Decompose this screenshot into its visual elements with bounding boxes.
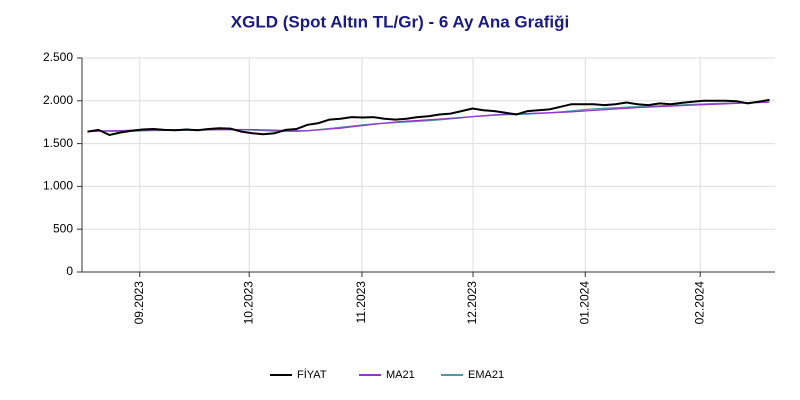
- x-tick-label: 09.2023: [132, 281, 146, 325]
- y-tick-label: 1.500: [43, 136, 73, 150]
- legend-label: EMA21: [468, 369, 504, 381]
- y-tick-label: 2.000: [43, 93, 73, 107]
- y-tick-label: 2.500: [43, 50, 73, 64]
- y-tick-label: 0: [66, 264, 73, 278]
- x-tick-label: 01.2024: [577, 281, 591, 325]
- legend-label: FİYAT: [297, 368, 327, 381]
- x-tick-label: 02.2024: [692, 281, 706, 325]
- x-tick-label: 12.2023: [465, 281, 479, 325]
- y-tick-label: 1.000: [43, 179, 73, 193]
- chart-title: XGLD (Spot Altın TL/Gr) - 6 Ay Ana Grafi…: [231, 12, 569, 31]
- legend-label: MA21: [386, 369, 415, 381]
- x-tick-label: 10.2023: [241, 281, 255, 325]
- y-tick-label: 500: [53, 221, 73, 235]
- series-line: [87, 98, 770, 137]
- x-tick-label: 11.2023: [354, 281, 368, 324]
